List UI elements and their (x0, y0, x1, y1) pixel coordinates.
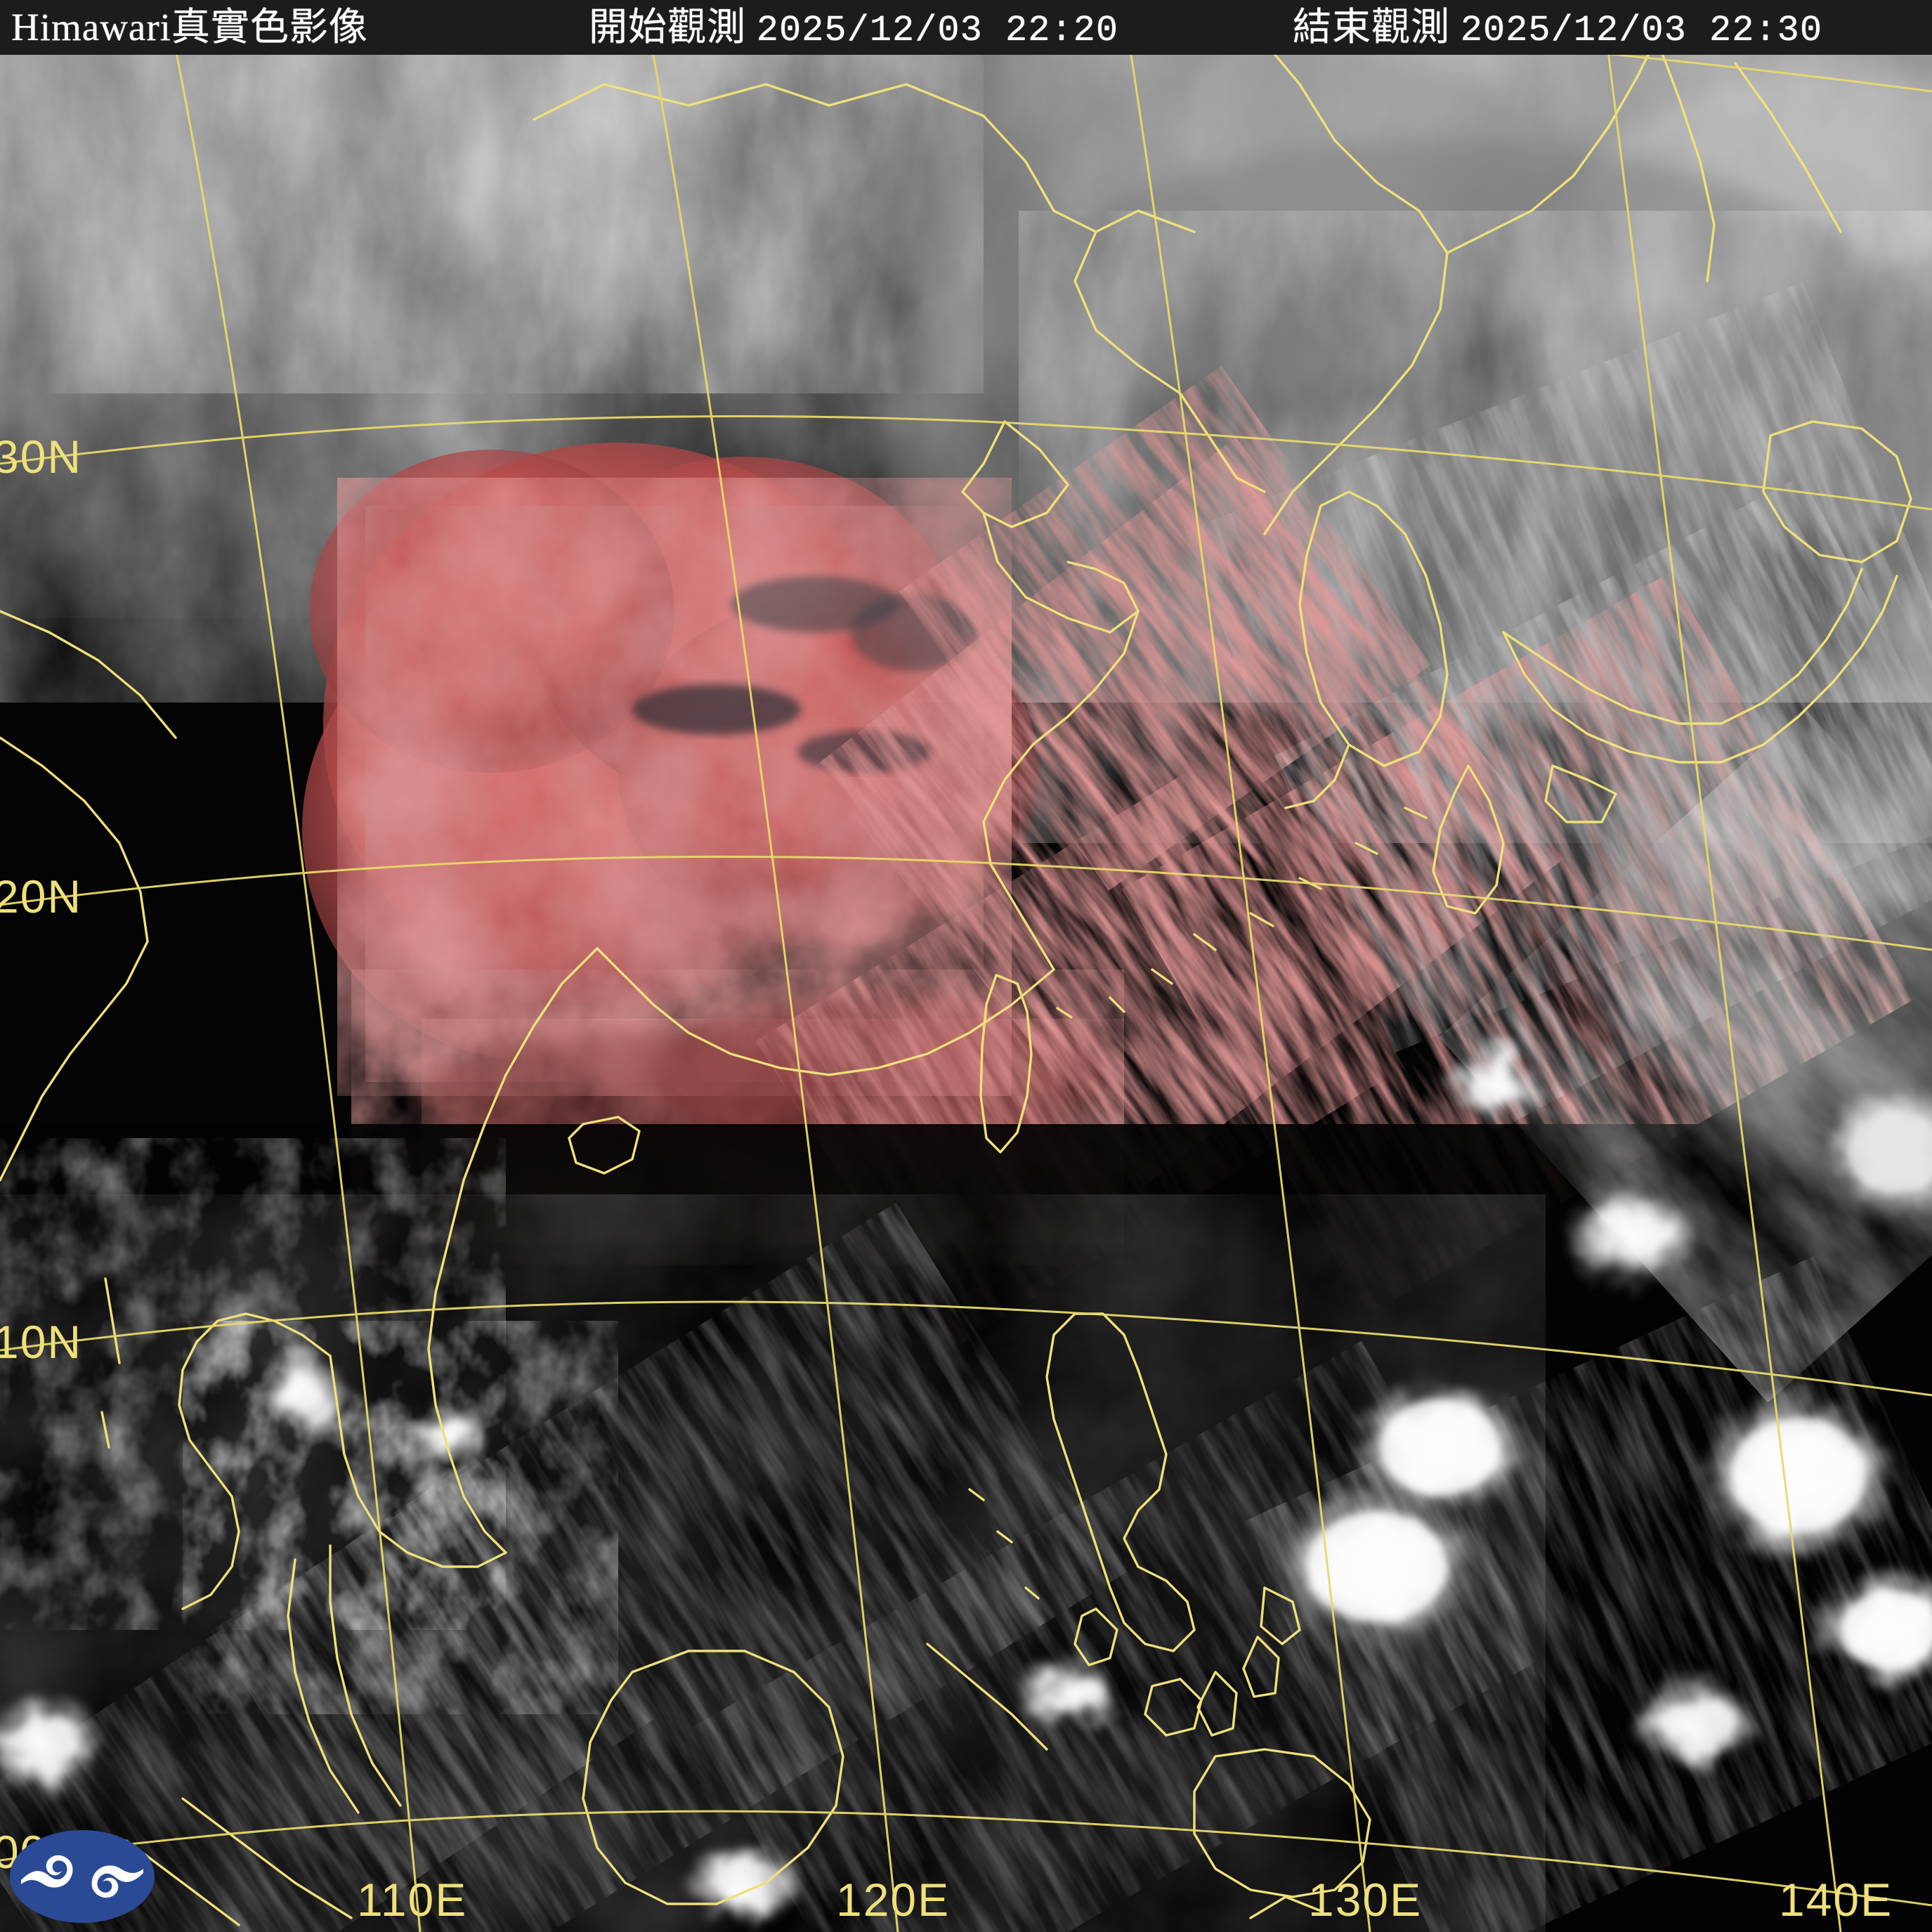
header-bar: Himawari真實色影像 開始觀測 2025/12/03 22:20 結束觀測… (0, 0, 1932, 55)
cloud-band-southeast-japan (1439, 707, 1932, 1403)
start-observation-group: 開始觀測 2025/12/03 22:20 (589, 0, 1118, 58)
end-observation-group: 結束觀測 2025/12/03 22:30 (1293, 0, 1822, 58)
logo-oval (10, 1830, 155, 1923)
coastlines (0, 34, 1912, 1926)
start-observation-label: 開始觀測 (589, 6, 747, 48)
cwa-logo (8, 1828, 156, 1925)
end-observation-time: 2025/12/03 22:30 (1460, 10, 1823, 51)
header-title: Himawari真實色影像 (11, 6, 368, 48)
start-observation-time: 2025/12/03 22:20 (756, 10, 1119, 51)
logo-swirl (21, 1855, 73, 1888)
end-observation-label: 結束觀測 (1293, 6, 1451, 48)
logo-swirl-mirror (91, 1865, 143, 1898)
